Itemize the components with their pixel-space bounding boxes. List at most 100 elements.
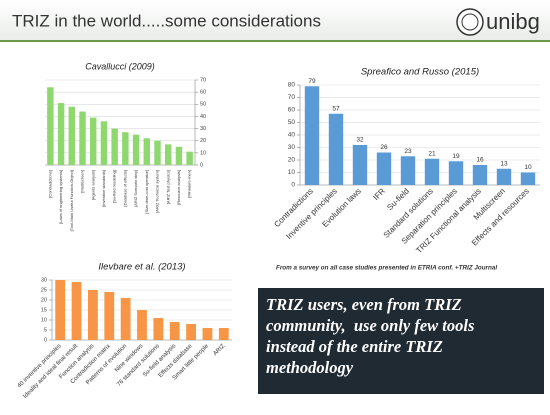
bar [47,87,54,165]
bar [111,128,118,165]
bar [186,151,193,165]
y-tick-label: 70 [200,77,206,83]
chart-title: Ilevbare et al. (2013) [98,262,185,273]
bar [376,152,392,185]
bar [448,161,464,185]
bar [202,328,213,340]
y-tick-label: 60 [288,107,296,114]
y-tick-label: 20 [200,138,206,144]
y-tick-label: 30 [200,126,206,132]
bar [104,292,115,340]
y-tick-label: 0 [200,162,203,168]
x-tick-label: [Agents analysis] [90,170,95,200]
x-tick-label: [Tool-Main Useful Function-Object] [69,170,74,231]
y-tick-label: 30 [41,277,47,283]
bar [153,318,164,340]
y-tick-label: 0 [291,182,295,189]
logo-emblem [456,8,484,36]
bar [496,168,512,185]
bar [186,324,196,340]
bar [165,144,172,165]
bar [424,158,440,185]
bar [100,121,108,165]
x-tick-label: IFR [371,186,387,202]
y-tick-label: 20 [288,157,296,164]
bar [132,134,140,165]
data-label: 79 [308,78,316,85]
y-tick-label: 50 [288,119,296,126]
bar [57,103,65,165]
y-tick-label: 20 [41,297,47,303]
x-tick-label: [Inventive standards] [101,170,106,207]
bar [218,328,229,340]
y-tick-label: 40 [288,132,296,139]
bar [472,165,488,185]
x-tick-label: [Su-field modeling] [112,170,117,203]
y-tick-label: 10 [200,150,206,156]
bar [143,138,150,165]
x-tick-label: [ARIZ Test physics] [165,170,170,204]
y-tick-label: 30 [288,144,296,151]
y-tick-label: 15 [41,307,47,313]
x-tick-label: [ARIZ Scenario step] [133,170,138,207]
callout-line: TRIZ users, even from TRIZ [266,295,462,314]
data-label: 57 [332,105,340,112]
bar [120,298,131,340]
chart-title: Spreafico and Russo (2015) [361,67,479,78]
header-rule [0,40,550,42]
data-label: 16 [476,157,484,164]
y-tick-label: 10 [288,169,296,176]
data-label: 10 [524,164,532,171]
bar [400,156,416,185]
bar [122,132,129,165]
bar [520,172,536,185]
x-tick-label: [Resource analysis] [176,170,181,205]
data-label: 19 [452,153,460,160]
logo-text: unibg [486,9,540,34]
x-tick-label: ARIZ [212,343,226,357]
x-tick-label: [Contradictions] [47,170,52,198]
bar [328,113,344,185]
data-label: 26 [380,144,388,151]
y-tick-label: 60 [200,90,206,96]
source-note: From a survey on all case studies presen… [276,265,497,272]
callout-box: TRIZ users, even from TRIZ community, us… [258,288,544,394]
bar [304,86,320,185]
bar [68,106,75,165]
slide-title: TRIZ in the world.....some consideration… [12,11,321,30]
bar [169,322,180,340]
x-tick-label: [Multiscreen] [80,170,85,193]
callout-line: community, use only few tools [266,316,475,335]
y-tick-label: 40 [200,114,206,120]
x-tick-label: [Miniature-men] [187,170,192,198]
y-tick-label: 70 [288,94,296,101]
bar [71,282,82,340]
callout-line: methodology [266,358,354,377]
logo-emblem-inner [461,13,479,31]
bar [154,140,161,165]
bar [88,290,98,340]
bar [137,310,147,340]
x-tick-label: [Size-time-cost operator] [144,170,149,214]
y-tick-label: 0 [44,337,47,343]
data-label: 23 [404,148,412,155]
callout-line: instead of the entire TRIZ [266,337,443,356]
y-tick-label: 25 [41,287,47,293]
chart-title: Cavallucci (2009) [85,61,155,71]
data-label: 32 [356,137,364,144]
bar [90,117,97,165]
bar [79,111,86,165]
data-label: 13 [500,160,508,167]
y-tick-label: 5 [44,327,47,333]
bar [55,280,66,340]
y-tick-label: 10 [41,317,47,323]
x-tick-label: [Laws of engineering systems] [58,170,63,224]
y-tick-label: 80 [288,82,296,89]
x-tick-label: [ARIZ Technical system] [155,170,160,213]
data-label: 21 [428,150,436,157]
y-tick-label: 50 [200,102,206,108]
bar [175,146,183,165]
bar [352,145,368,185]
